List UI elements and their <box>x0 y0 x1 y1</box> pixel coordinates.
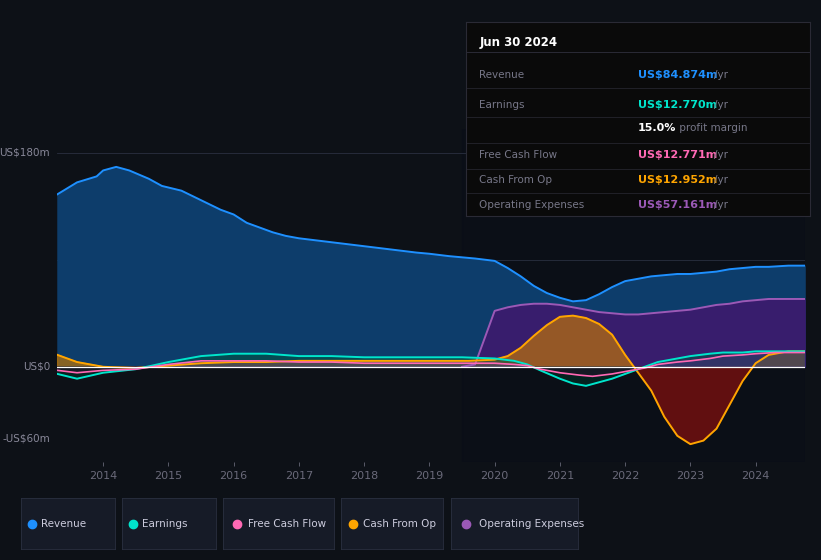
Text: US$12.952m: US$12.952m <box>638 175 718 185</box>
Bar <box>462 129 805 462</box>
Text: Cash From Op: Cash From Op <box>363 519 436 529</box>
Text: Free Cash Flow: Free Cash Flow <box>479 150 557 160</box>
Text: profit margin: profit margin <box>676 123 747 133</box>
Text: 15.0%: 15.0% <box>638 123 677 133</box>
Text: US$180m: US$180m <box>0 148 50 157</box>
Text: Revenue: Revenue <box>41 519 86 529</box>
Text: Operating Expenses: Operating Expenses <box>479 200 585 210</box>
Text: /yr: /yr <box>713 100 727 110</box>
Text: -US$60m: -US$60m <box>2 433 50 443</box>
Text: Earnings: Earnings <box>142 519 188 529</box>
Text: /yr: /yr <box>713 200 727 210</box>
Text: Operating Expenses: Operating Expenses <box>479 519 584 529</box>
Text: Cash From Op: Cash From Op <box>479 175 553 185</box>
Text: US$12.771m: US$12.771m <box>638 150 718 160</box>
Text: Earnings: Earnings <box>479 100 525 110</box>
Text: Jun 30 2024: Jun 30 2024 <box>479 36 557 49</box>
Text: US$84.874m: US$84.874m <box>638 69 718 80</box>
Text: /yr: /yr <box>713 150 727 160</box>
Text: US$57.161m: US$57.161m <box>638 200 718 210</box>
Text: /yr: /yr <box>713 175 727 185</box>
Text: US$12.770m: US$12.770m <box>638 100 717 110</box>
Text: Free Cash Flow: Free Cash Flow <box>248 519 326 529</box>
Text: /yr: /yr <box>713 69 727 80</box>
Text: US$0: US$0 <box>23 362 50 372</box>
Text: Revenue: Revenue <box>479 69 525 80</box>
